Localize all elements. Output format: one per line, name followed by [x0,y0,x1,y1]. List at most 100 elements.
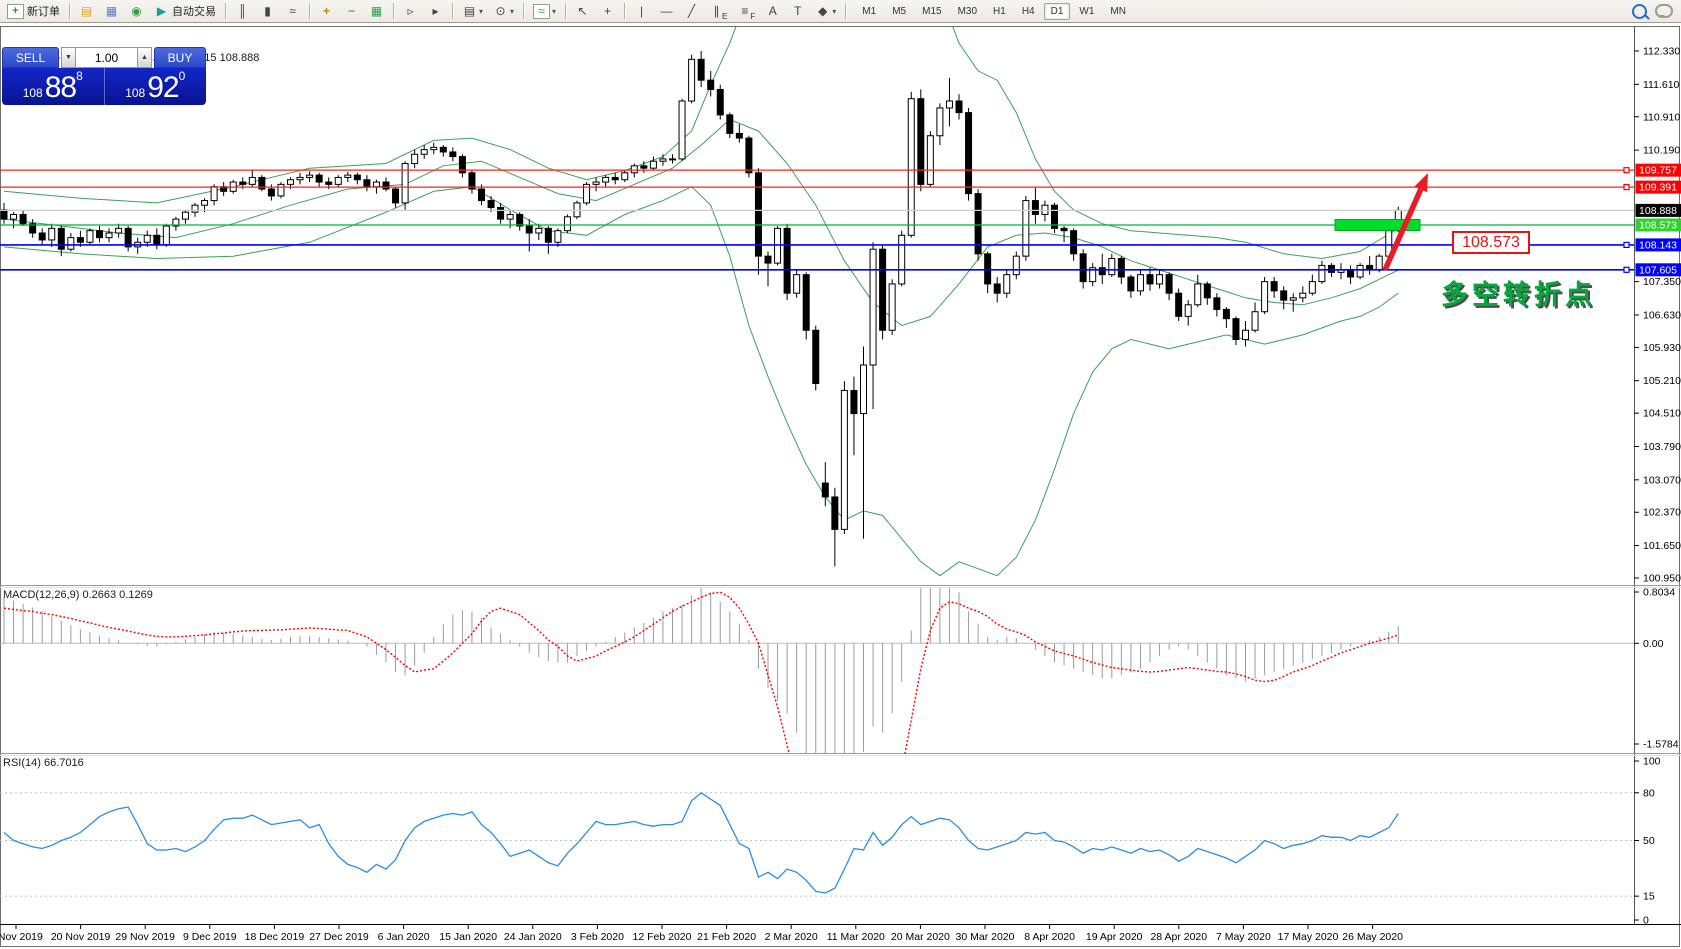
timeframe-m30[interactable]: M30 [957,5,978,17]
main-price-panel [0,27,1402,577]
period-button[interactable]: ⊙ ▾ [489,1,518,22]
price-callout-box[interactable]: 108.573 [1452,231,1530,254]
volume-input[interactable] [76,47,137,68]
date-tick-label: 24 Jan 2020 [504,931,562,943]
date-tick-label: 28 Apr 2020 [1150,931,1207,943]
price-chip [1635,218,1681,232]
macd-signal-line [3,591,1399,754]
hline-button[interactable]: — [655,1,678,22]
data-window-button[interactable]: ▦ [100,1,123,22]
arrows-button[interactable]: ◆ ▾ [811,1,840,22]
tile-windows-button[interactable]: ▦ [365,1,388,22]
dropdown-arrow-icon[interactable]: ▾ [510,6,515,16]
dropdown-arrow-icon[interactable]: ▾ [832,6,837,16]
date-tick-label: 7 May 2020 [1216,931,1271,943]
arrows-icon: ◆ [818,4,828,18]
crosshair-button[interactable]: + [596,1,619,22]
trendline-button[interactable]: ╱ [680,1,703,22]
volume-increase-button[interactable]: ▲ [137,47,152,68]
text-label-button[interactable]: T [786,1,809,22]
period-icon: ⊙ [495,4,506,18]
sell-price[interactable]: 108 88 8 [2,68,105,105]
signal-button[interactable]: ◉ [125,1,148,22]
turning-point-note[interactable]: 多空转折点 [1441,280,1596,310]
candle-chart-button[interactable]: ▮ [256,1,279,22]
svg-text:107.350: 107.350 [1643,276,1681,288]
line-chart-button[interactable]: ≈ [281,1,304,22]
channel-button[interactable]: ∥ E [705,1,731,22]
search-icon[interactable] [1632,3,1647,19]
chart-canvas[interactable]: 112.330 111.610 110.910 110.190 107.350 106.6… [0,23,1681,949]
svg-text:101.650: 101.650 [1643,540,1681,552]
toolbar-separator [565,3,567,19]
volume-decrease-button[interactable]: ▼ [61,47,76,68]
date-tick-label: 26 May 2020 [1342,931,1403,943]
timeframe-d1[interactable]: D1 [1043,2,1071,20]
indicators-button[interactable]: ≈ ▾ [529,1,560,22]
line-handle [1623,266,1630,273]
date-tick-label: 18 Dec 2019 [245,931,305,943]
autotrading-button[interactable]: ▶ 自动交易 [150,1,220,22]
timeframe-w1[interactable]: W1 [1079,5,1095,17]
text-label-icon: T [794,4,802,18]
date-tick-label: 27 Dec 2019 [309,931,369,943]
date-tick-label: 15 Jan 2020 [439,931,497,943]
rsi-panel [0,791,1634,897]
market-watch-button[interactable]: ▤ [75,1,98,22]
fibonacci-icon: ≡ [741,4,749,18]
buy-price-big: 92 [147,71,179,104]
signal-icon: ◉ [131,4,142,18]
buy-price[interactable]: 108 92 0 [105,68,207,105]
timeframe-m5[interactable]: M5 [892,5,907,17]
icon-sub-letter: E [722,11,728,21]
timeframe-h4[interactable]: H4 [1021,5,1035,17]
zoom-in-button[interactable]: + [315,1,338,22]
fibonacci-button[interactable]: ≡ F [733,1,759,22]
templates-button[interactable]: ▤ ▾ [458,1,487,22]
buy-price-prefix: 108 [125,86,146,100]
new-order-button[interactable]: + 新订单 [3,1,64,22]
cursor-button[interactable]: ↖ [571,1,594,22]
channel-icon: ∥ [713,4,720,18]
date-tick-label: 19 Apr 2020 [1086,931,1143,943]
svg-text:0.8034: 0.8034 [1643,587,1675,599]
timeframe-m15[interactable]: M15 [922,5,942,17]
vline-icon: | [639,4,644,18]
toolbar-separator [69,3,70,19]
new-order-icon: + [7,3,24,19]
date-tick-label: 20 Nov 2019 [51,931,111,943]
price-chip [1635,238,1681,252]
dropdown-arrow-icon[interactable]: ▾ [552,6,557,16]
text-icon: A [768,4,777,18]
bar-chart-button[interactable]: ║ [231,1,254,22]
timeframe-m1[interactable]: M1 [862,5,877,17]
svg-text:110.190: 110.190 [1643,145,1680,157]
timeframe-h1[interactable]: H1 [993,5,1006,17]
dropdown-arrow-icon[interactable]: ▾ [479,6,484,16]
chart-shift-icon: ▹ [407,4,414,18]
sell-price-big: 88 [44,71,77,104]
price-chip [1635,163,1681,177]
text-button[interactable]: A [761,1,784,22]
date-tick-label: 11 Mar 2020 [827,931,885,943]
sell-button[interactable]: SELL [2,47,59,68]
auto-scroll-button[interactable]: ▸ [424,1,447,22]
buy-button[interactable]: BUY [154,47,206,68]
macd-label: MACD(12,26,9) 0.2663 0.1269 [3,589,153,601]
zoom-out-button[interactable]: − [340,1,363,22]
chat-icon[interactable] [1655,4,1673,18]
vline-button[interactable]: | [630,1,653,22]
svg-text:-1.5784: -1.5784 [1643,739,1679,751]
toolbar-separator [393,3,394,19]
templates-icon: ▤ [463,4,476,18]
chart-shift-button[interactable]: ▹ [399,1,422,22]
toolbar-separator [845,3,847,19]
timeframe-mn[interactable]: MN [1110,5,1126,17]
buy-price-sup: 0 [178,69,186,83]
zoom-out-icon: − [347,4,355,18]
price-chip [1635,203,1681,217]
bollinger-middle [3,118,1399,327]
price-chip [1635,180,1681,194]
sell-price-sup: 8 [76,69,83,83]
